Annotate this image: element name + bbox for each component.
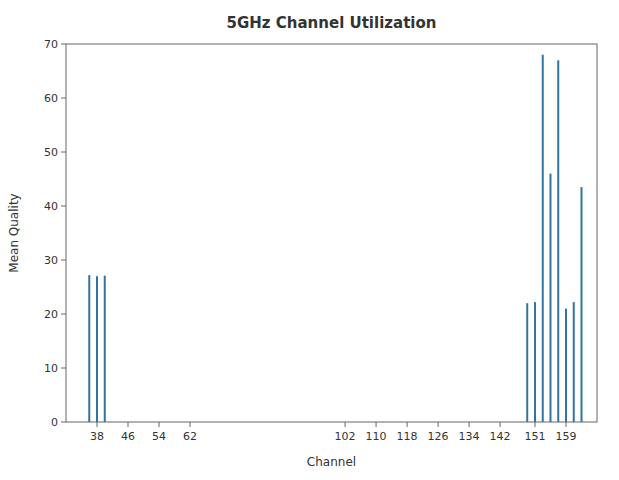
channel-bar [534, 302, 536, 422]
y-tick [61, 152, 66, 153]
marks [89, 55, 581, 422]
x-tick [438, 422, 439, 427]
x-tick-label: 62 [183, 430, 197, 443]
y-tick-label: 50 [44, 146, 58, 159]
y-tick [61, 98, 66, 99]
x-tick [345, 422, 346, 427]
x-tick [407, 422, 408, 427]
y-tick [61, 206, 66, 207]
x-tick-label: 102 [335, 430, 356, 443]
channel-bar [526, 303, 528, 422]
chart-svg: 0 10 20 30 40 50 60 70 38 46 54 62 102 110 118 126 134 14… [0, 0, 619, 480]
channel-bar [557, 60, 559, 422]
x-tick-label: 54 [152, 430, 166, 443]
y-tick-label: 0 [51, 416, 58, 429]
x-tick-label: 134 [459, 430, 480, 443]
x-tick [376, 422, 377, 427]
y-tick-label: 10 [44, 362, 58, 375]
x-tick [469, 422, 470, 427]
y-tick [61, 314, 66, 315]
x-tick-label: 126 [428, 430, 449, 443]
x-tick [534, 422, 535, 427]
x-tick [128, 422, 129, 427]
x-tick [565, 422, 566, 427]
channel-bar [542, 55, 544, 422]
channel-bar [580, 187, 582, 422]
x-tick-label: 46 [121, 430, 135, 443]
x-tick-label: 159 [555, 430, 576, 443]
y-tick [61, 422, 66, 423]
x-tick-label: 38 [90, 430, 104, 443]
x-axis-label: Channel [307, 455, 356, 469]
x-tick-label: 151 [524, 430, 545, 443]
x-tick-label: 118 [397, 430, 418, 443]
y-tick [61, 44, 66, 45]
y-tick-label: 20 [44, 308, 58, 321]
channel-bar [565, 309, 567, 422]
y-tick-label: 60 [44, 92, 58, 105]
channel-bar [573, 302, 575, 422]
x-tick-label: 110 [366, 430, 387, 443]
channel-bar [96, 276, 98, 422]
y-tick-label: 30 [44, 254, 58, 267]
x-tick [500, 422, 501, 427]
plot-frame [66, 44, 597, 422]
y-tick-label: 70 [44, 38, 58, 51]
x-tick [159, 422, 160, 427]
y-tick-label: 40 [44, 200, 58, 213]
x-tick-label: 142 [490, 430, 511, 443]
x-tick [190, 422, 191, 427]
y-tick [61, 260, 66, 261]
channel-bar [88, 275, 90, 422]
plot-background [66, 44, 597, 422]
chart-title: 5GHz Channel Utilization [227, 14, 437, 32]
y-tick [61, 368, 66, 369]
x-tick [97, 422, 98, 427]
y-axis-label: Mean Quality [7, 193, 21, 272]
channel-bar [549, 174, 551, 422]
chart-container: 0 10 20 30 40 50 60 70 38 46 54 62 102 110 118 126 134 14… [0, 0, 619, 480]
channel-bar [104, 276, 106, 422]
